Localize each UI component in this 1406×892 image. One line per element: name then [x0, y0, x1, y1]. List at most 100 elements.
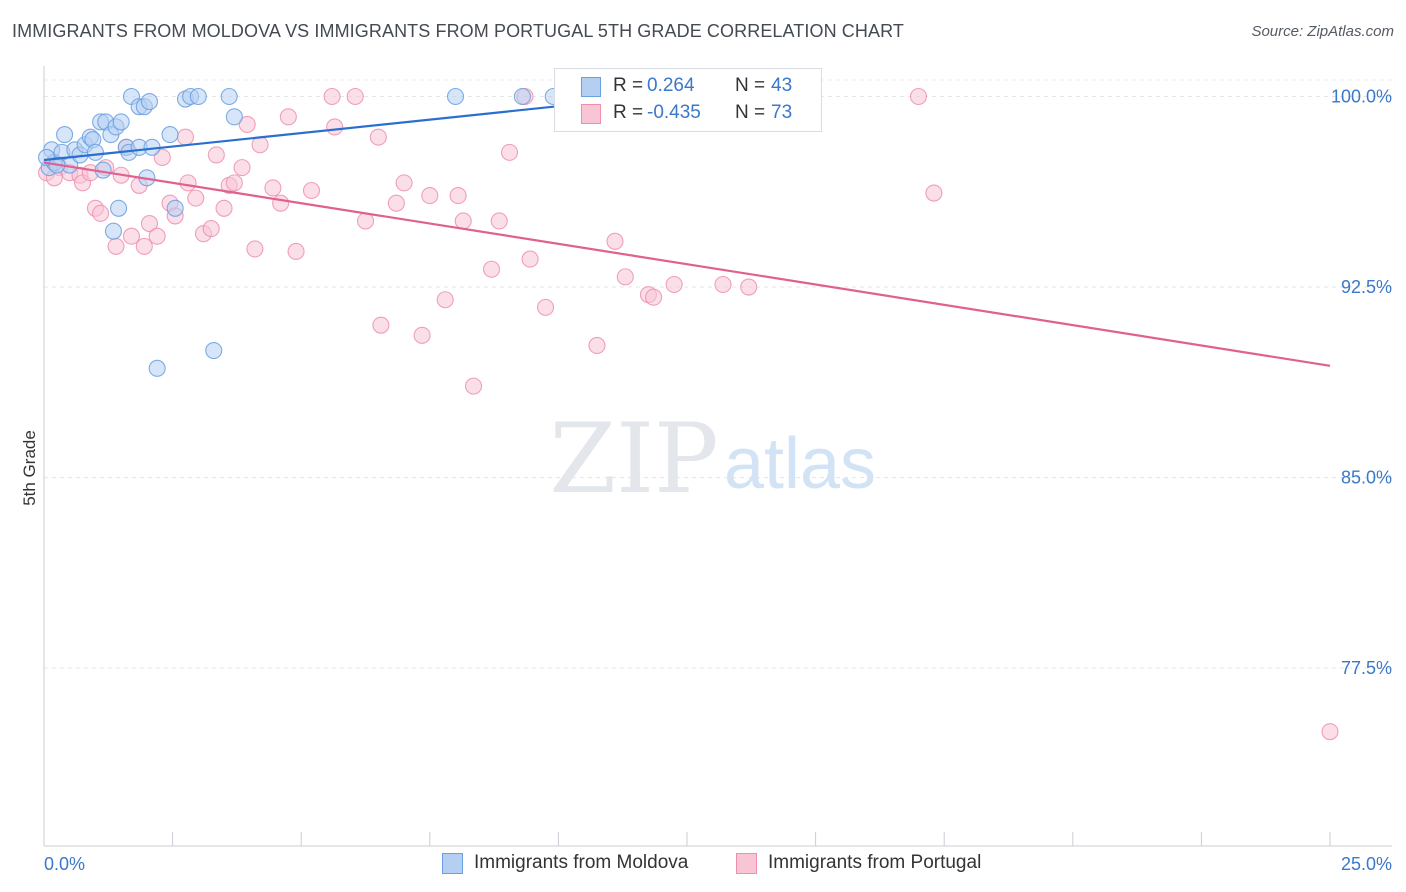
portugal-point [251, 136, 269, 154]
portugal-point [372, 316, 390, 334]
legend-r-value-moldova: 0.264 [647, 75, 695, 96]
portugal-point [246, 240, 264, 258]
portugal-point [387, 194, 405, 212]
portugal-point [521, 250, 539, 268]
portugal-point [645, 288, 663, 306]
watermark-atlas: atlas [724, 424, 876, 504]
legend-n-value-moldova: 43 [771, 75, 793, 96]
portugal-point [302, 181, 321, 200]
moldova-point [189, 87, 207, 106]
portugal-point [179, 174, 197, 192]
portugal-point [369, 128, 387, 146]
moldova-point [86, 143, 104, 161]
moldova-point [56, 126, 74, 144]
moldova-point [148, 359, 166, 377]
portugal-point [665, 275, 683, 294]
legend-swatch-portugal [581, 104, 601, 124]
portugal-point [272, 194, 290, 212]
portugal-point [92, 204, 110, 222]
moldova-point [446, 87, 465, 106]
bottom-legend-label-moldova: Immigrants from Moldova [474, 852, 689, 873]
portugal-point [140, 214, 159, 233]
portugal-point [135, 237, 153, 255]
x-tick-label: 25.0% [1341, 854, 1392, 874]
y-tick-label: 85.0% [1341, 468, 1392, 488]
portugal-point [588, 336, 606, 355]
portugal-point [490, 212, 508, 230]
tick-labels: 100.0% 92.5% 85.0% 77.5% 0.0% 25.0% [44, 86, 1392, 874]
portugal-point [421, 187, 439, 205]
moldova-point [140, 93, 159, 111]
moldova-point [205, 342, 223, 360]
portugal-point [436, 291, 454, 309]
bottom-legend-label-portugal: Immigrants from Portugal [768, 852, 982, 873]
watermark-zip: ZIP [549, 403, 718, 515]
portugal-point [740, 278, 758, 296]
moldova-point [104, 222, 122, 240]
moldova-point [225, 108, 243, 126]
moldova-point [112, 113, 130, 131]
legend-n-value-portugal: 73 [771, 102, 793, 123]
portugal-point [616, 268, 634, 286]
bottom-legend-swatch-moldova [442, 853, 463, 874]
legend-n-label: N = [735, 102, 766, 123]
moldova-point [220, 87, 238, 106]
portugal-point [238, 115, 256, 133]
portugal-point [107, 237, 125, 255]
portugal-point [606, 232, 624, 250]
portugal-point [176, 128, 195, 146]
y-tick-label: 92.5% [1341, 277, 1392, 297]
portugal-point [1321, 723, 1339, 741]
moldova-point [161, 126, 179, 144]
portugal-point [202, 220, 220, 238]
portugal-point [323, 87, 341, 106]
portugal-point [279, 108, 297, 126]
legend-r-value-portugal: -0.435 [647, 102, 701, 123]
moldova-point [166, 199, 184, 217]
portugal-point [153, 148, 171, 167]
portugal-point [500, 143, 519, 161]
portugal-point [207, 146, 225, 164]
legend-r-label: R = [613, 102, 644, 123]
portugal-point [233, 159, 251, 177]
moldova-point [513, 87, 531, 106]
portugal-trend-line [43, 161, 1331, 367]
portugal-point [464, 377, 483, 395]
correlation-legend: R = 0.264 N = 43 R = -0.435 N = 73 [554, 68, 822, 132]
portugal-point [909, 87, 928, 106]
portugal-point [449, 187, 467, 205]
portugal-point [225, 174, 243, 192]
moldova-point [110, 199, 128, 217]
portugal-point [714, 275, 732, 294]
source-label: Source: ZipAtlas.com [1251, 23, 1394, 40]
axes [43, 66, 1392, 847]
legend-n-label: N = [735, 75, 766, 96]
portugal-point [122, 227, 140, 245]
y-tick-label: 77.5% [1341, 658, 1392, 678]
portugal-point [356, 212, 375, 230]
chart-title: IMMIGRANTS FROM MOLDOVA VS IMMIGRANTS FR… [12, 21, 904, 41]
portugal-point [346, 87, 364, 106]
portugal-point [536, 298, 555, 316]
moldova-trend-line [43, 95, 652, 162]
portugal-point [395, 174, 413, 192]
legend-r-label: R = [613, 75, 644, 96]
portugal-point [215, 199, 233, 217]
portugal-point [482, 260, 501, 278]
portugal-point [925, 184, 943, 202]
bottom-legend-swatch-portugal [736, 853, 757, 874]
portugal-point [187, 189, 205, 207]
watermark: ZIP atlas [549, 403, 876, 515]
portugal-point [148, 227, 166, 245]
portugal-point [287, 242, 305, 261]
portugal-point [264, 179, 282, 197]
trend-lines [43, 95, 1331, 367]
portugal-point [413, 326, 431, 344]
portugal-point [326, 118, 344, 136]
legend-swatch-moldova [581, 77, 601, 97]
y-tick-label: 100.0% [1331, 86, 1392, 106]
x-tick-label: 0.0% [44, 854, 85, 874]
portugal-point [454, 212, 472, 230]
y-axis-label: 5th Grade [20, 430, 39, 506]
